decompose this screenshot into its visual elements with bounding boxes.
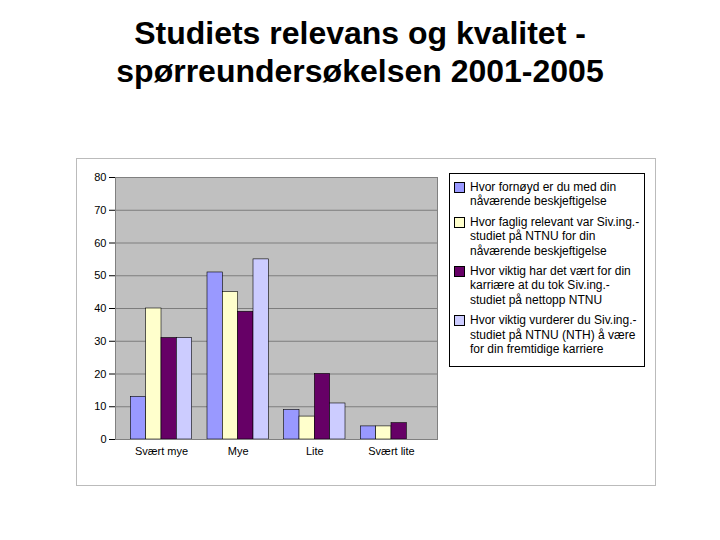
svg-text:Lite: Lite: [306, 445, 324, 457]
svg-text:Mye: Mye: [228, 445, 249, 457]
svg-text:Svært lite: Svært lite: [368, 445, 414, 457]
html-text:Hvor faglig relevant var Siv.i: Hvor faglig relevant var Siv.ing.-studie…: [470, 214, 640, 258]
svg-text:0: 0: [100, 433, 106, 445]
svg-text:50: 50: [94, 269, 106, 281]
svg-text:10: 10: [94, 400, 106, 412]
svg-text:40: 40: [94, 302, 106, 314]
html-text:Hvor viktig vurderer du Siv.in: Hvor viktig vurderer du Siv.ing.-studiet…: [470, 313, 637, 356]
html-text:Hvor fornøyd er du med din nåv: Hvor fornøyd er du med din nåværende bes…: [470, 180, 617, 209]
html-text:Hvor viktig har det vært for d: Hvor viktig har det vært for din karriær…: [470, 264, 631, 307]
svg-text:20: 20: [94, 368, 106, 380]
html-text:Studiets relevans og kvalitet: Studiets relevans og kvalitet - spørreun…: [116, 15, 604, 90]
svg-text:60: 60: [94, 237, 106, 249]
svg-text:30: 30: [94, 335, 106, 347]
svg-text:Svært mye: Svært mye: [135, 445, 188, 457]
svg-text:80: 80: [94, 171, 106, 183]
svg-text:70: 70: [94, 204, 106, 216]
